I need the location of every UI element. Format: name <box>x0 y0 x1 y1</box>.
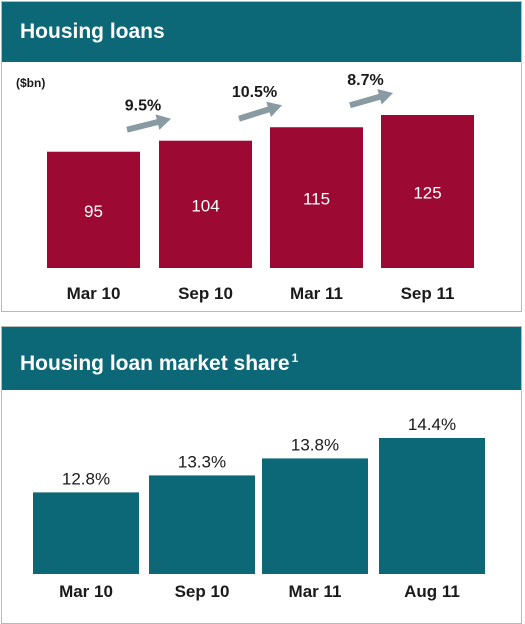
bar-value-label: 125 <box>413 184 441 203</box>
x-tick-label: Sep 10 <box>175 582 230 601</box>
bar-0 <box>33 492 139 574</box>
bar-3 <box>379 438 485 574</box>
growth-arrow-shaft <box>349 92 385 109</box>
bar-value-label: 104 <box>191 196 219 215</box>
growth-arrow-head <box>155 114 171 130</box>
x-tick-label: Mar 10 <box>67 284 121 303</box>
growth-arrow <box>238 101 282 122</box>
market-share-title: Housing loan market share 1 <box>2 327 521 390</box>
bar-0 <box>47 151 140 268</box>
bar-value-label: 14.4% <box>408 415 456 434</box>
x-tick-label: Sep 11 <box>401 284 455 303</box>
bar-2 <box>270 127 363 269</box>
growth-label: 9.5% <box>125 98 161 115</box>
housing-loans-panel: Housing loans ($bn) 95 Mar 10 104 Sep 10 115… <box>1 1 522 312</box>
x-tick-label: Mar 11 <box>289 582 342 601</box>
bar-value-label: 115 <box>303 190 330 209</box>
bar-3 <box>381 115 474 268</box>
growth-label: 8.7% <box>347 72 383 89</box>
unit-label: ($bn) <box>16 76 46 90</box>
bar-value-label: 13.8% <box>291 435 339 454</box>
growth-arrow <box>126 114 171 133</box>
market-share-panel: Housing loan market share 1 12.8% Mar 10 13… <box>1 326 522 624</box>
market-share-title-text: Housing loan market share <box>20 352 290 375</box>
growth-arrow-shaft <box>238 105 274 122</box>
x-tick-label: Mar 10 <box>59 582 113 601</box>
bar-value-label: 95 <box>84 202 103 221</box>
housing-loans-chart: 95 Mar 10 104 Sep 10 115 Mar 11 125 Sep 11 9.5% 1… <box>47 72 474 303</box>
x-tick-label: Sep 10 <box>178 284 233 303</box>
bar-1 <box>149 475 255 574</box>
growth-arrow <box>349 89 393 109</box>
bar-value-label: 12.8% <box>62 469 110 488</box>
x-tick-label: Aug 11 <box>404 582 460 601</box>
bar-2 <box>262 458 368 574</box>
x-tick-label: Mar 11 <box>290 284 343 303</box>
growth-arrow-head <box>266 101 282 118</box>
growth-label: 10.5% <box>232 84 277 101</box>
housing-loans-title: Housing loans <box>2 2 521 62</box>
growth-arrow-shaft <box>126 118 163 133</box>
market-share-chart: 12.8% Mar 10 13.3% Sep 10 13.8% Mar 11 14.4% Au… <box>33 415 485 601</box>
bar-value-label: 13.3% <box>178 452 226 471</box>
bar-1 <box>159 140 252 268</box>
footnote-marker: 1 <box>291 351 299 365</box>
growth-arrow-head <box>377 89 393 105</box>
